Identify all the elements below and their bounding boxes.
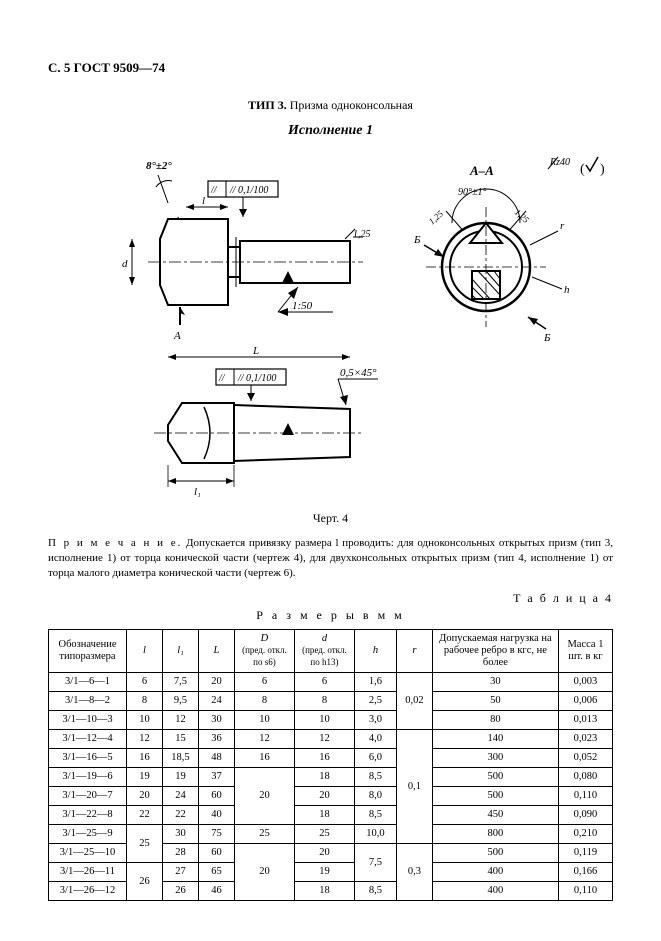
L-label: L (252, 345, 259, 357)
subtitle: Исполнение 1 (48, 123, 613, 139)
drawing-label: Черт. 4 (48, 511, 613, 526)
table-row: 3/1—22—8222240188,54500,090 (49, 806, 613, 825)
B2: Б (543, 332, 551, 344)
heading-prefix: ТИП 3. (248, 98, 287, 112)
th-mass: Масса 1 шт. в кг (558, 629, 612, 672)
dimensions-table: Обозначение типоразмера l l₁ L D(пред. о… (48, 629, 613, 902)
B1: Б (413, 234, 421, 246)
l1-label: l₁ (194, 486, 201, 498)
corner: 0,5×45° (340, 367, 377, 379)
table-row: 3/1—12—412153612124,0 0,11400,023 (49, 729, 613, 748)
table-caption: Р а з м е р ы в м м (48, 608, 613, 623)
note-lead: П р и м е ч а н и е. (48, 537, 182, 549)
heading-rest: Призма одноконсольная (287, 98, 413, 112)
th-D: D(пред. откл. по s6) (234, 629, 294, 672)
table-row: 3/1—19—6191937 20188,55000,080 (49, 768, 613, 787)
drawing-area: 8°±2° // // 0,1/100 l A (48, 147, 613, 507)
table-row: 3/1—6—167,520661,6 0,02300,003 (49, 672, 613, 691)
table-row: 3/1—10—310123010103,0800,013 (49, 710, 613, 729)
note: П р и м е ч а н и е. Допускается привязк… (48, 536, 613, 581)
taper: 1:50 (292, 300, 313, 312)
d-label: d (122, 258, 128, 270)
th-l: l (127, 629, 163, 672)
th-r: r (396, 629, 432, 672)
table-row: 3/1—25—9253075252510,08000,210 (49, 825, 613, 844)
th-load: Допускаемая нагрузка на рабочее ребро в … (432, 629, 558, 672)
th-d: d(пред. откл. по h13) (294, 629, 354, 672)
tol-bot: // 0,1/100 (237, 373, 276, 384)
angle-label: 8°±2° (146, 160, 172, 172)
th-L: L (198, 629, 234, 672)
page-header: С. 5 ГОСТ 9509—74 (48, 60, 613, 76)
l-label: l (202, 195, 205, 207)
table-number: Т а б л и ц а 4 (48, 591, 613, 606)
A2: A (173, 330, 181, 342)
table-row: 3/1—16—51618,54816166,03000,052 (49, 748, 613, 767)
svg-text:): ) (600, 162, 605, 177)
rz: Rz40 (549, 157, 570, 168)
table-row: 3/1—26—11262765194000,166 (49, 863, 613, 882)
r-label: r (560, 220, 565, 232)
ra-right: 1,25 (353, 229, 371, 240)
table-row: 3/1—20—7202460208,05000,110 (49, 787, 613, 806)
check: ( (580, 162, 585, 177)
section-title: ТИП 3. Призма одноконсольная (48, 98, 613, 113)
r125a: 1,25 (427, 208, 446, 226)
h-label: h (564, 284, 570, 296)
th-id: Обозначение типоразмера (49, 629, 127, 672)
table-row: 3/1—8—289,524882,5500,006 (49, 691, 613, 710)
th-h: h (354, 629, 396, 672)
angle2: 90°±1° (458, 187, 487, 198)
tol-top: // 0,1/100 (229, 185, 268, 196)
th-l1: l₁ (162, 629, 198, 672)
section-title: A–A (469, 163, 494, 178)
